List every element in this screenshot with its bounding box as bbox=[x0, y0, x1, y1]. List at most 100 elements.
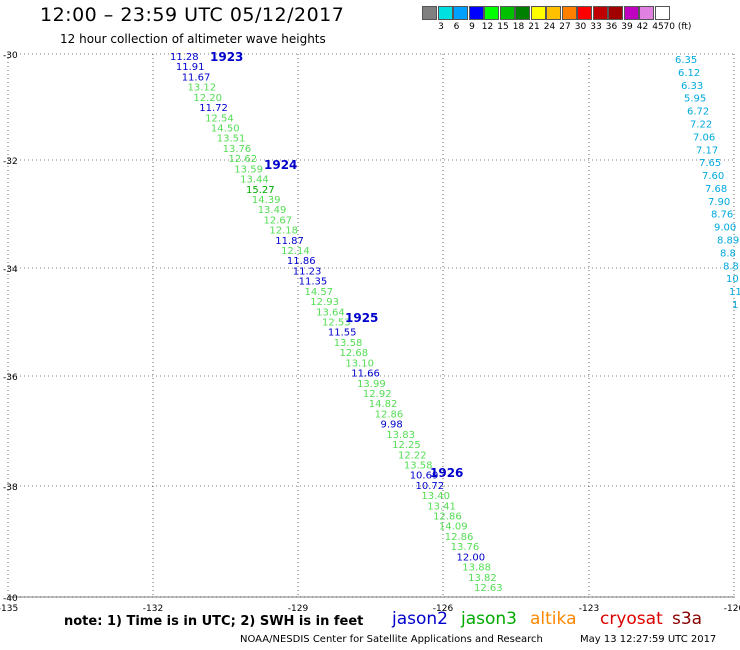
scale-swatch bbox=[639, 6, 654, 20]
wave-height-label: 12.67 bbox=[264, 215, 293, 226]
wave-height-label: 6.12 bbox=[678, 68, 700, 79]
lat-tick-label: -34 bbox=[3, 265, 18, 275]
scale-label: 33 bbox=[590, 22, 602, 32]
scale-label: 3 bbox=[438, 22, 444, 32]
wave-height-label: 11.66 bbox=[351, 369, 380, 380]
wave-height-label: 11.35 bbox=[299, 277, 328, 288]
scale-swatch bbox=[654, 6, 670, 20]
scale-label: 42 bbox=[636, 22, 649, 32]
legend-cryosat: cryosat bbox=[600, 609, 663, 629]
wave-height-label: 13.82 bbox=[468, 573, 497, 584]
generation-timestamp: May 13 12:27:59 UTC 2017 bbox=[580, 634, 717, 645]
wave-height-label: 11.86 bbox=[287, 256, 316, 267]
wave-height-label: 13.76 bbox=[451, 542, 480, 553]
wave-height-label: 13.40 bbox=[421, 491, 450, 502]
wave-height-label: 9.98 bbox=[380, 420, 402, 431]
time-label: 1924 bbox=[264, 158, 297, 172]
wave-height-label: 12.54 bbox=[205, 113, 234, 124]
wave-height-label: 13.44 bbox=[240, 175, 269, 186]
wave-height-label: 8.76 bbox=[711, 210, 733, 221]
scale-swatch bbox=[608, 6, 623, 20]
wave-height-label: 13.58 bbox=[404, 460, 433, 471]
wave-height-label: 12.86 bbox=[375, 409, 404, 420]
scale-label: 36 bbox=[605, 22, 618, 32]
wave-height-label: 8.8 bbox=[723, 261, 739, 272]
wave-height-label: 13.49 bbox=[258, 205, 287, 216]
wave-height-label: 1 bbox=[732, 300, 738, 311]
scale-swatch bbox=[468, 6, 484, 20]
lat-tick-label: -38 bbox=[3, 483, 18, 493]
wave-height-label: 5.95 bbox=[684, 94, 706, 105]
time-label: 1926 bbox=[430, 466, 463, 480]
footnote: note: 1) Time is in UTC; 2) SWH is in fe… bbox=[64, 614, 364, 629]
wave-height-label: 14.82 bbox=[369, 399, 398, 410]
legend-jason2: jason2 bbox=[392, 609, 448, 629]
lon-tick-label: -132 bbox=[143, 604, 163, 614]
wave-height-label: 8.8 bbox=[720, 248, 736, 259]
wave-height-label: 10 bbox=[726, 274, 739, 285]
time-label: 1925 bbox=[345, 311, 378, 325]
wave-height-label: 12.00 bbox=[456, 552, 485, 563]
wave-height-label: 13.12 bbox=[188, 83, 217, 94]
wave-height-label: 15.27 bbox=[246, 185, 275, 196]
wave-height-label: 7.22 bbox=[690, 119, 712, 130]
lon-tick-label: -120 bbox=[724, 604, 740, 614]
time-label: 1923 bbox=[210, 50, 243, 64]
wave-height-label: 12.20 bbox=[193, 93, 222, 104]
scale-label: 24 bbox=[543, 22, 556, 32]
wave-height-label: 11.55 bbox=[328, 328, 357, 339]
legend-altika: altika bbox=[530, 609, 577, 629]
wave-height-label: 6.33 bbox=[681, 81, 703, 92]
wave-height-label: 14.39 bbox=[252, 195, 281, 206]
wave-height-label: 13.64 bbox=[316, 307, 345, 318]
scale-label: 15 bbox=[497, 22, 509, 32]
scale-swatch bbox=[453, 6, 468, 20]
legend-s3a: s3a bbox=[672, 609, 703, 629]
wave-height-label: 6.72 bbox=[687, 107, 709, 118]
scale-swatch bbox=[546, 6, 561, 20]
wave-height-label: 13.83 bbox=[386, 430, 415, 441]
scale-swatch bbox=[530, 6, 546, 20]
lon-tick-label: -129 bbox=[288, 604, 309, 614]
wave-height-label: 7.60 bbox=[702, 171, 724, 182]
wave-height-label: 10.69 bbox=[410, 471, 439, 482]
scale-swatch bbox=[515, 6, 530, 20]
wave-height-label: 12.14 bbox=[281, 246, 310, 257]
wave-height-label: 10.72 bbox=[416, 481, 445, 492]
scale-swatch bbox=[422, 6, 437, 20]
wave-height-label: 7.06 bbox=[693, 132, 715, 143]
scale-label: 39 bbox=[621, 22, 633, 32]
scale-label: 21 bbox=[528, 22, 540, 32]
lat-tick-label: -30 bbox=[3, 51, 18, 61]
lat-tick-label: -36 bbox=[3, 373, 18, 383]
wave-height-label: 8.89 bbox=[717, 236, 739, 247]
wave-height-label: 14.50 bbox=[211, 123, 240, 134]
scale-label: 9 bbox=[469, 22, 475, 32]
lat-tick-label: -32 bbox=[3, 157, 18, 167]
scale-label: 18 bbox=[512, 22, 525, 32]
wave-height-label: 11.28 bbox=[170, 52, 199, 63]
wave-height-label: 12.68 bbox=[340, 348, 369, 359]
wave-height-label: 13.41 bbox=[427, 501, 456, 512]
wave-height-label: 12.62 bbox=[228, 154, 257, 165]
wave-height-label: 13.88 bbox=[462, 563, 491, 574]
wave-height-label: 12.18 bbox=[269, 226, 298, 237]
wave-height-label: 13.10 bbox=[345, 358, 374, 369]
scale-swatch bbox=[484, 6, 499, 20]
wave-height-label: 13.99 bbox=[357, 379, 386, 390]
wave-height-label: 12.86 bbox=[445, 532, 474, 543]
wave-height-label: 13.59 bbox=[234, 164, 263, 175]
credit-line: NOAA/NESDIS Center for Satellite Applica… bbox=[240, 634, 543, 645]
map-title: 12:00 – 23:59 UTC 05/12/2017 bbox=[40, 4, 345, 26]
wave-height-label: 11 bbox=[729, 287, 740, 298]
wave-height-label: 12.22 bbox=[398, 450, 427, 461]
scale-label: 30 bbox=[574, 22, 587, 32]
wave-height-label: 12.86 bbox=[433, 512, 462, 523]
map-subtitle: 12 hour collection of altimeter wave hei… bbox=[60, 32, 326, 46]
scale-label: 70 (ft) bbox=[663, 22, 692, 32]
wave-height-label: 12.92 bbox=[363, 389, 392, 400]
wave-height-label: 13.58 bbox=[334, 338, 363, 349]
scale-label: 12 bbox=[481, 22, 494, 32]
scale-swatch bbox=[623, 6, 639, 20]
